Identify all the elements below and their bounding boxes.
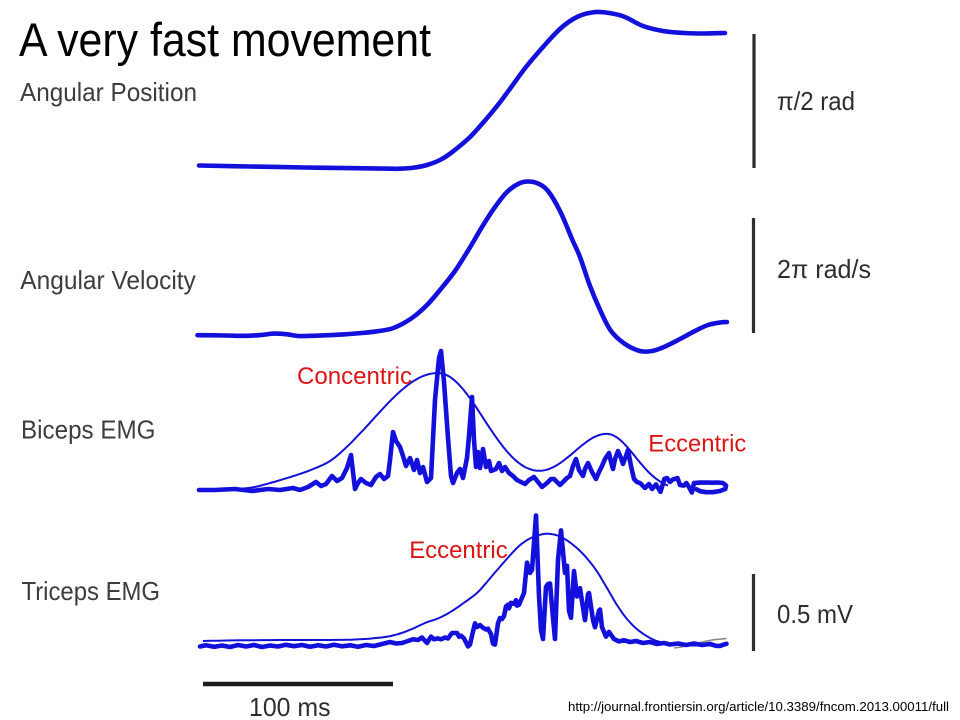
svg-text:Angular Velocity: Angular Velocity [20, 265, 196, 295]
svg-text:Concentric: Concentric [297, 363, 412, 390]
svg-text:Eccentric: Eccentric [409, 537, 508, 564]
svg-text:Eccentric: Eccentric [648, 431, 746, 458]
svg-text:2π rad/s: 2π rad/s [777, 254, 871, 284]
svg-text:A very fast movement: A very fast movement [19, 13, 431, 66]
svg-text:100 ms: 100 ms [249, 692, 331, 720]
svg-text:http://journal.frontiersin.org: http://journal.frontiersin.org/article/1… [568, 699, 949, 714]
svg-text:0.5 mV: 0.5 mV [777, 599, 854, 629]
svg-text:Angular Position: Angular Position [20, 77, 197, 107]
svg-text:Biceps EMG: Biceps EMG [21, 415, 156, 445]
svg-text:Triceps EMG: Triceps EMG [22, 576, 161, 606]
svg-text:π/2 rad: π/2 rad [777, 86, 855, 116]
